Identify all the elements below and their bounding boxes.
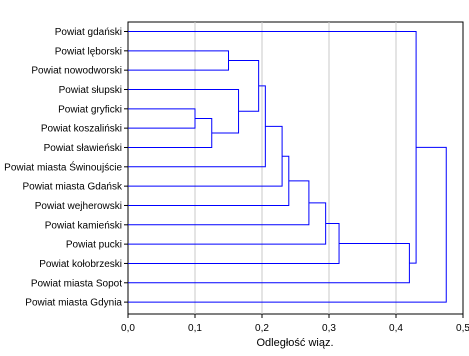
grid-lines [194,22,397,314]
x-axis: 0,0 0,1 0,2 0,3 0,4 0,5 [121,314,469,334]
leaf-label: Powiat nowodworski [31,66,122,77]
dendrogram-link [128,146,447,303]
leaf-label: Powiat kamieński [45,220,122,231]
leaf-label: Powiat sławieński [44,143,122,154]
leaf-label: Powiat kołobrzeski [39,259,122,270]
leaf-label: Powiat miasta Świnoujście [4,160,122,173]
leaf-label: Powiat koszaliński [41,124,122,135]
leaf-label: Powiat miasta Sopot [31,278,122,289]
x-tick-label: 0,5 [456,323,469,334]
leaf-labels: Powiat gdański Powiat lęborski Powiat nowo… [4,27,128,309]
leaf-label: Powiat miasta Gdynia [25,298,122,309]
leaf-label: Powiat lęborski [55,46,122,57]
leaf-label: Powiat gryficki [58,104,122,115]
leaf-label: Powiat miasta Gdańsk [23,182,123,193]
x-tick-label: 0,4 [389,323,403,334]
x-tick-label: 0,3 [322,323,336,334]
leaf-label: Powiat gdański [55,27,122,38]
x-tick-label: 0,1 [188,323,202,334]
x-tick-label: 0,0 [121,323,135,334]
x-axis-label: Odległość wiąz. [256,337,333,349]
leaf-label: Powiat pucki [66,240,122,251]
leaf-label: Powiat słupski [59,85,122,96]
dendrogram-links [128,31,447,303]
leaf-label: Powiat wejherowski [35,201,122,212]
x-tick-label: 0,2 [255,323,269,334]
plot-area [127,21,464,315]
